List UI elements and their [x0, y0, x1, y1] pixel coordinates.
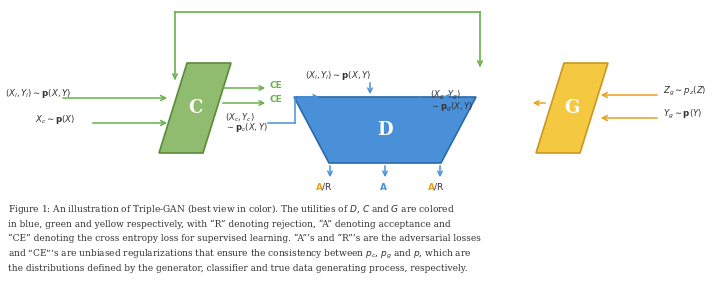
Text: $Y_g \sim \mathbf{p}(Y)$: $Y_g \sim \mathbf{p}(Y)$	[663, 107, 702, 120]
Text: $(X_l, Y_l) \sim \mathbf{p}(X,Y)$: $(X_l, Y_l) \sim \mathbf{p}(X,Y)$	[5, 88, 71, 101]
Text: Figure 1: An illustration of Triple-GAN (best view in color). The utilities of $: Figure 1: An illustration of Triple-GAN …	[8, 202, 481, 273]
Text: G: G	[564, 99, 580, 117]
Text: $X_c \sim \mathbf{p}(X)$: $X_c \sim \mathbf{p}(X)$	[35, 113, 76, 127]
Text: CE: CE	[270, 95, 283, 105]
Polygon shape	[159, 63, 231, 153]
Text: C: C	[188, 99, 202, 117]
Text: A: A	[316, 182, 323, 192]
Polygon shape	[294, 97, 476, 163]
Text: $\sim \mathbf{p}_c(X,Y)$: $\sim \mathbf{p}_c(X,Y)$	[225, 121, 268, 135]
Text: CE: CE	[270, 81, 283, 89]
Text: $(X_l, Y_l) \sim \mathbf{p}(X,Y)$: $(X_l, Y_l) \sim \mathbf{p}(X,Y)$	[305, 69, 372, 81]
Text: $\sim \mathbf{p}_g(X,Y)$: $\sim \mathbf{p}_g(X,Y)$	[430, 100, 473, 113]
Text: $(X_g, Y_g)$: $(X_g, Y_g)$	[430, 88, 461, 102]
Text: A: A	[380, 182, 387, 192]
Text: /R: /R	[322, 182, 331, 192]
Text: A: A	[428, 182, 435, 192]
Text: $(X_c,Y_c)$: $(X_c,Y_c)$	[225, 112, 255, 124]
Text: $Z_g \sim p_z(Z)$: $Z_g \sim p_z(Z)$	[663, 84, 706, 98]
Polygon shape	[536, 63, 608, 153]
Text: D: D	[377, 121, 393, 139]
Text: /R: /R	[434, 182, 444, 192]
